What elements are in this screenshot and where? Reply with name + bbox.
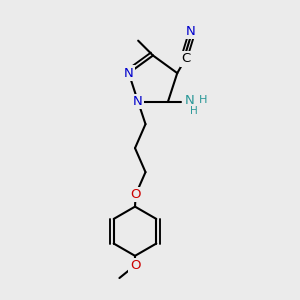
Text: H: H xyxy=(190,106,198,116)
Text: N: N xyxy=(124,67,134,80)
Text: O: O xyxy=(130,259,140,272)
Text: N: N xyxy=(185,94,195,106)
Text: N: N xyxy=(186,25,195,38)
Text: H: H xyxy=(199,95,207,105)
Text: C: C xyxy=(181,52,190,65)
Text: N: N xyxy=(133,95,143,108)
Text: O: O xyxy=(130,188,141,201)
